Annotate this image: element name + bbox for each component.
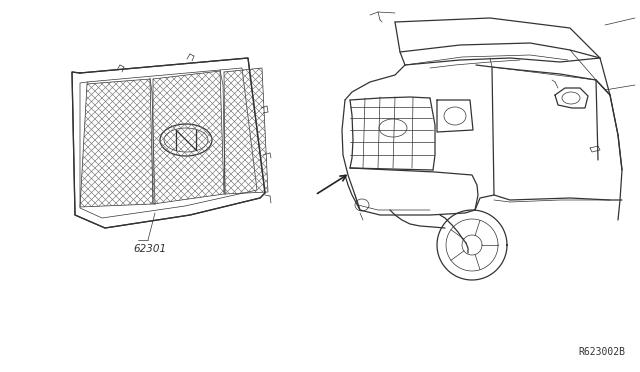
PathPatch shape bbox=[80, 79, 153, 207]
Polygon shape bbox=[80, 68, 257, 218]
PathPatch shape bbox=[224, 68, 268, 194]
Polygon shape bbox=[72, 58, 265, 228]
PathPatch shape bbox=[153, 71, 224, 204]
Ellipse shape bbox=[160, 124, 212, 156]
Text: R623002B: R623002B bbox=[578, 347, 625, 357]
Text: 62301: 62301 bbox=[133, 244, 166, 254]
